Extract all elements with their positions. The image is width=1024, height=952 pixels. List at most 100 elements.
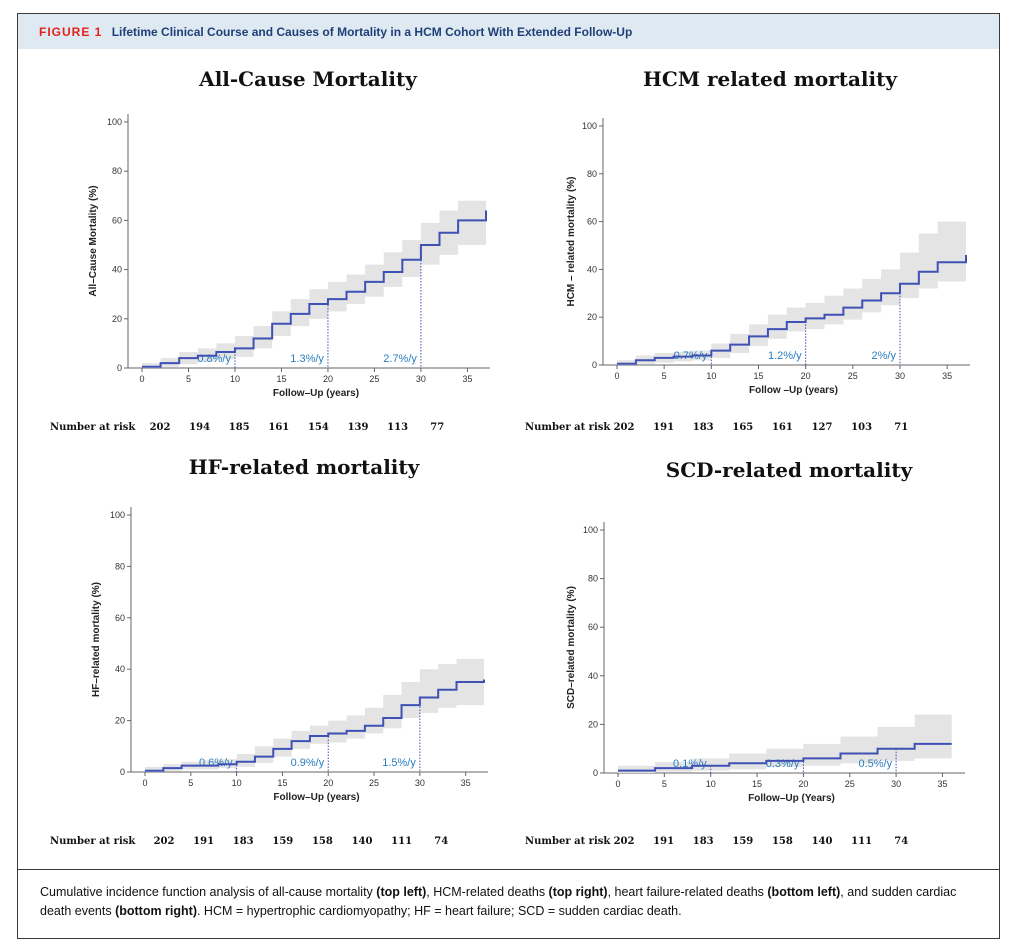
- rate-label: 0.1%/y: [673, 758, 707, 770]
- x-tick-label: 10: [706, 371, 716, 381]
- x-tick-label: 20: [801, 371, 811, 381]
- y-axis-label: HCM – related mortality (%): [566, 176, 577, 306]
- y-tick-label: 100: [583, 525, 598, 535]
- y-axis-label: SCD–related mortality (%): [566, 586, 577, 709]
- y-tick-label: 20: [587, 312, 597, 322]
- number-at-risk-value: 127: [812, 422, 833, 433]
- x-axis-label: Follow–Up (years): [273, 388, 359, 399]
- rate-label: 1.5%/y: [382, 757, 416, 769]
- y-axis-label: All–Cause Mortality (%): [88, 185, 99, 296]
- number-at-risk-value: 202: [614, 836, 635, 847]
- x-tick-label: 5: [186, 374, 191, 384]
- chart-title: All-Cause Mortality: [198, 67, 418, 91]
- rate-label: 0.9%/y: [291, 757, 325, 769]
- caption-part: , HCM-related deaths: [426, 885, 549, 899]
- confidence-band: [618, 714, 952, 773]
- y-tick-label: 80: [588, 574, 598, 584]
- figure-header: FIGURE 1 Lifetime Clinical Course and Ca…: [18, 14, 999, 49]
- x-tick-label: 20: [323, 374, 333, 384]
- chart-title: HF-related mortality: [189, 455, 421, 479]
- number-at-risk-value: 194: [189, 422, 210, 433]
- number-at-risk-value: 154: [308, 422, 329, 433]
- rate-label: 1.3%/y: [290, 353, 324, 365]
- x-tick-label: 20: [798, 779, 808, 789]
- number-at-risk-value: 191: [653, 836, 674, 847]
- y-tick-label: 0: [117, 363, 122, 373]
- number-at-risk-value: 183: [693, 422, 714, 433]
- y-tick-label: 40: [588, 671, 598, 681]
- x-tick-label: 10: [706, 779, 716, 789]
- y-tick-label: 100: [582, 121, 597, 131]
- rate-label: 0.6%/y: [199, 757, 233, 769]
- cumulative-incidence-line: [617, 255, 967, 365]
- x-tick-label: 0: [142, 778, 147, 788]
- x-tick-label: 10: [230, 374, 240, 384]
- confidence-band: [617, 207, 966, 365]
- y-tick-label: 60: [112, 215, 122, 225]
- number-at-risk-value: 159: [272, 836, 293, 847]
- x-tick-label: 10: [232, 778, 242, 788]
- number-at-risk-value: 183: [233, 836, 254, 847]
- rate-label: 0.5%/y: [858, 758, 892, 770]
- y-tick-label: 100: [107, 117, 122, 127]
- x-axis-label: Follow –Up (years): [749, 385, 838, 396]
- x-tick-label: 30: [891, 779, 901, 789]
- number-at-risk-value: 111: [851, 836, 872, 847]
- cumulative-incidence-line: [142, 210, 487, 368]
- number-at-risk-value: 191: [653, 422, 674, 433]
- caption-part: . HCM = hypertrophic cardiomyopathy; HF …: [196, 904, 682, 918]
- chart-panel-4: SCD-related mortality 0 20 40 60 80 100 0 5 10 15 2…: [525, 458, 965, 847]
- y-tick-label: 0: [120, 767, 125, 777]
- caption-part: (bottom left): [767, 885, 841, 899]
- number-at-risk-value: 165: [732, 422, 753, 433]
- number-at-risk-value: 202: [614, 422, 635, 433]
- x-tick-label: 25: [845, 779, 855, 789]
- chart-panel-3: HF-related mortality 0 20 40 60 80 100 0 5 10 15 20…: [50, 455, 488, 847]
- caption-part: , and sudden cardiac death events: [40, 885, 957, 918]
- x-tick-label: 0: [614, 371, 619, 381]
- y-tick-label: 40: [587, 264, 597, 274]
- y-tick-label: 20: [588, 719, 598, 729]
- number-at-risk-value: 77: [430, 422, 444, 433]
- x-tick-label: 35: [942, 371, 952, 381]
- number-at-risk-value: 161: [772, 422, 793, 433]
- number-at-risk-value: 74: [894, 836, 908, 847]
- number-at-risk-value: 161: [268, 422, 289, 433]
- rate-label: 2%/y: [872, 350, 897, 362]
- number-at-risk-value: 158: [312, 836, 333, 847]
- number-at-risk-label: Number at risk: [525, 422, 611, 433]
- y-tick-label: 80: [115, 561, 125, 571]
- cumulative-incidence-line: [618, 742, 952, 772]
- x-tick-label: 5: [188, 778, 193, 788]
- chart-title: HCM related mortality: [643, 67, 898, 91]
- caption-part: , heart failure-related deaths: [607, 885, 768, 899]
- caption-part: Cumulative incidence function analysis o…: [40, 885, 377, 899]
- number-at-risk-value: 71: [894, 422, 908, 433]
- x-tick-label: 25: [369, 778, 379, 788]
- caption-part: (top left): [376, 885, 427, 899]
- x-tick-label: 15: [752, 779, 762, 789]
- rate-label: 1.2%/y: [768, 350, 802, 362]
- number-at-risk-value: 139: [348, 422, 369, 433]
- x-axis-label: Follow–Up (years): [273, 792, 359, 803]
- y-tick-label: 80: [587, 169, 597, 179]
- figure-caption: Cumulative incidence function analysis o…: [40, 883, 980, 921]
- rate-label: 2.7%/y: [383, 353, 417, 365]
- y-tick-label: 100: [110, 510, 125, 520]
- x-tick-label: 35: [461, 778, 471, 788]
- confidence-band: [145, 658, 484, 772]
- number-at-risk-value: 183: [693, 836, 714, 847]
- y-tick-label: 40: [112, 265, 122, 275]
- y-tick-label: 0: [593, 768, 598, 778]
- x-axis-label: Follow–Up (Years): [748, 793, 835, 804]
- y-tick-label: 20: [112, 314, 122, 324]
- y-tick-label: 20: [115, 716, 125, 726]
- figure-title: Lifetime Clinical Course and Causes of M…: [111, 25, 633, 39]
- number-at-risk-value: 185: [229, 422, 250, 433]
- number-at-risk-value: 113: [387, 422, 408, 433]
- x-tick-label: 25: [369, 374, 379, 384]
- y-tick-label: 60: [587, 217, 597, 227]
- y-axis-label: HF–related mortality (%): [91, 582, 102, 697]
- number-at-risk-value: 159: [732, 836, 753, 847]
